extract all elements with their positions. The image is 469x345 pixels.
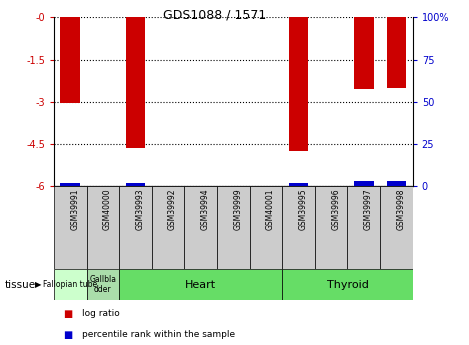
Bar xyxy=(126,183,145,186)
Bar xyxy=(348,186,380,269)
Text: GSM39997: GSM39997 xyxy=(364,189,373,230)
Text: Fallopian tube: Fallopian tube xyxy=(43,280,97,289)
Bar xyxy=(289,17,308,151)
Bar xyxy=(87,269,119,300)
Bar xyxy=(250,186,282,269)
Bar xyxy=(61,183,80,186)
Text: Heart: Heart xyxy=(185,280,216,289)
Text: GSM39993: GSM39993 xyxy=(136,189,144,230)
Bar xyxy=(386,181,406,186)
Bar xyxy=(354,181,374,186)
Bar xyxy=(152,186,184,269)
Text: GSM39996: GSM39996 xyxy=(331,189,340,230)
Text: Thyroid: Thyroid xyxy=(326,280,369,289)
Bar xyxy=(87,186,119,269)
Text: Gallbla
dder: Gallbla dder xyxy=(90,275,116,294)
Bar xyxy=(282,186,315,269)
Bar xyxy=(54,186,87,269)
Text: GSM40000: GSM40000 xyxy=(103,189,112,230)
Text: GSM40001: GSM40001 xyxy=(266,189,275,230)
Bar xyxy=(119,186,152,269)
Text: ▶: ▶ xyxy=(35,280,42,289)
Text: GSM39991: GSM39991 xyxy=(70,189,79,230)
Bar xyxy=(61,17,80,103)
Bar xyxy=(354,17,374,89)
Bar xyxy=(315,186,348,269)
Text: GSM39999: GSM39999 xyxy=(233,189,242,230)
Bar xyxy=(126,17,145,148)
Text: log ratio: log ratio xyxy=(82,309,120,318)
Bar xyxy=(119,269,282,300)
Bar xyxy=(386,17,406,88)
Text: ■: ■ xyxy=(63,330,73,339)
Text: GSM39992: GSM39992 xyxy=(168,189,177,230)
Text: percentile rank within the sample: percentile rank within the sample xyxy=(82,330,235,339)
Bar xyxy=(380,186,413,269)
Text: tissue: tissue xyxy=(5,280,36,289)
Bar xyxy=(184,186,217,269)
Bar xyxy=(289,183,308,186)
Text: ■: ■ xyxy=(63,309,73,319)
Text: GDS1088 / 1571: GDS1088 / 1571 xyxy=(163,9,266,22)
Bar xyxy=(282,269,413,300)
Text: GSM39995: GSM39995 xyxy=(299,189,308,230)
Text: GSM39998: GSM39998 xyxy=(396,189,405,230)
Text: GSM39994: GSM39994 xyxy=(201,189,210,230)
Bar xyxy=(54,269,87,300)
Bar xyxy=(217,186,250,269)
